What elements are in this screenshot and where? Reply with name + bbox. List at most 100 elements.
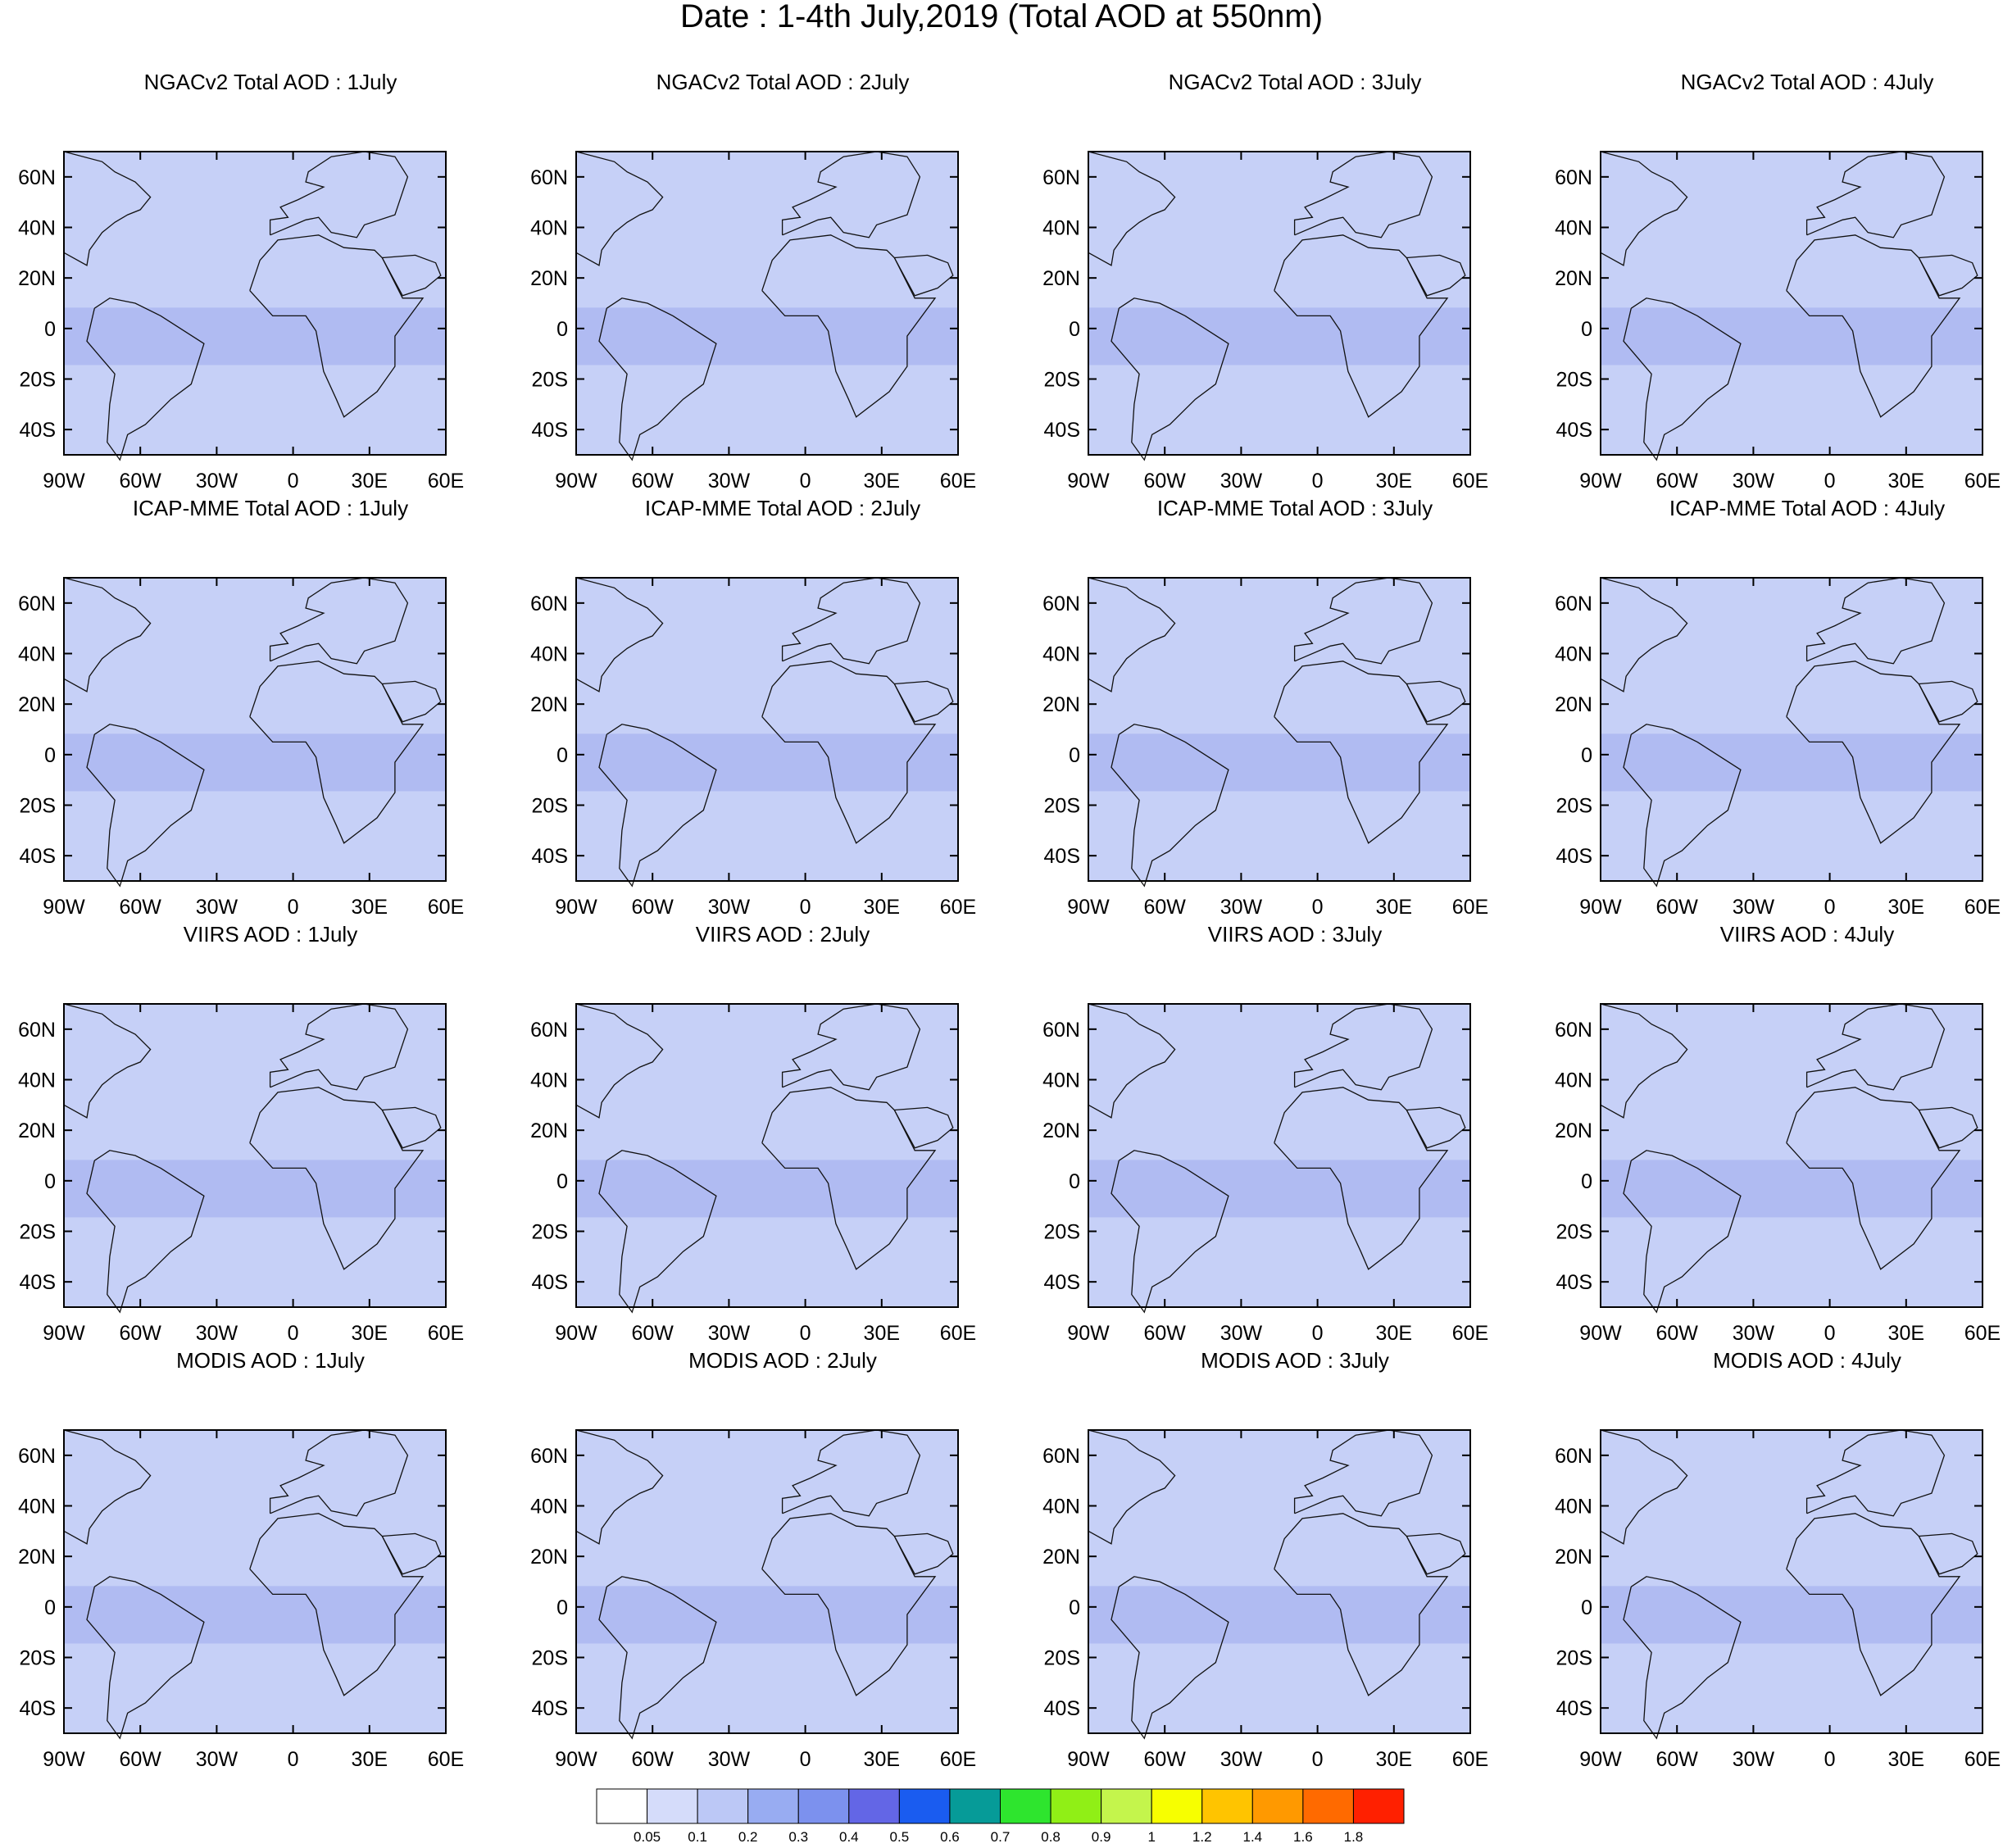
lon-tick-label: 0 (800, 1322, 811, 1345)
lat-tick-label: 20S (532, 1221, 568, 1244)
lat-tick-label: 60N (18, 1019, 56, 1042)
europe-outline (269, 151, 409, 238)
lat-tick-label: 60N (1555, 593, 1592, 615)
lat-tick-label: 40S (1044, 1697, 1080, 1720)
aod-field-background (1601, 578, 1983, 881)
lat-tick-label: 40N (18, 1496, 56, 1519)
lat-tick-label: 0 (1581, 1170, 1592, 1193)
panel-title: MODIS AOD : 2July (688, 1348, 877, 1373)
lon-tick-label: 30E (1376, 1322, 1412, 1345)
lat-tick-label: 40S (20, 419, 56, 442)
lon-tick-label: 60W (1656, 470, 1698, 493)
arabia-outline (1406, 254, 1466, 297)
lat-tick-label: 40S (532, 845, 568, 868)
lat-tick-label: 20S (20, 795, 56, 818)
lon-tick-label: 60E (428, 896, 464, 919)
lon-tick-label: 90W (1067, 1748, 1110, 1771)
lon-tick-label: 60W (631, 896, 674, 919)
lat-tick-label: 0 (44, 1596, 56, 1619)
africa-outline (249, 1087, 425, 1270)
north-america-outline (575, 1429, 664, 1545)
map-panel: VIIRS AOD : 1July 90W 60W 30W 0 30E 60E 60N 40N 2… (18, 922, 516, 1345)
lon-tick-label: 60E (940, 470, 976, 493)
north-america-outline (63, 151, 152, 266)
lon-tick-label: 60W (1143, 896, 1186, 919)
coastlines (63, 577, 442, 888)
map-panel: NGACv2 Total AOD : 1July 90W 60W 30W 0 30E 60E… (18, 70, 516, 493)
north-america-outline (575, 1003, 664, 1119)
aod-field-background (64, 1004, 446, 1307)
coastlines (1600, 1003, 1978, 1314)
lat-tick-label: 20N (530, 693, 568, 716)
lat-tick-label: 0 (556, 1596, 568, 1619)
lon-tick-label: 60W (1656, 1322, 1698, 1345)
lon-tick-label: 90W (1579, 1748, 1622, 1771)
lon-tick-label: 0 (288, 470, 299, 493)
south-america-outline (1623, 297, 1742, 461)
south-america-outline (86, 1150, 205, 1314)
lon-tick-label: 30E (352, 1748, 388, 1771)
lon-tick-label: 30W (196, 896, 238, 919)
north-america-outline (575, 151, 664, 266)
lat-tick-label: 60N (18, 1445, 56, 1468)
lon-tick-label: 60W (1656, 896, 1698, 919)
panel-title: VIIRS AOD : 1July (183, 922, 358, 947)
panel-title: ICAP-MME Total AOD : 1July (132, 496, 409, 520)
arabia-outline (1918, 1532, 1978, 1575)
africa-outline (1786, 234, 1961, 418)
lon-tick-label: 30E (864, 896, 900, 919)
north-america-outline (1088, 577, 1176, 692)
south-america-outline (598, 1576, 717, 1740)
arabia-outline (893, 680, 954, 723)
aod-field-background (576, 1430, 958, 1733)
lat-tick-label: 60N (1555, 1445, 1592, 1468)
aod-field-background (1601, 1430, 1983, 1733)
map-plot: 90W 60W 30W 0 30E 60E 60N 40N 20N 0 20S 40S (1555, 1003, 2001, 1345)
panel-title: VIIRS AOD : 2July (695, 922, 870, 947)
africa-outline (761, 1087, 937, 1270)
coastlines (1600, 1429, 1978, 1740)
arabia-outline (1406, 1532, 1466, 1575)
lat-tick-label: 40S (20, 1697, 56, 1720)
lon-tick-label: 90W (1579, 896, 1622, 919)
europe-outline (1805, 1003, 1946, 1091)
aod-field-background (1088, 578, 1470, 881)
lon-tick-label: 30W (196, 470, 238, 493)
aod-field-background (1088, 1004, 1470, 1307)
panel-title: MODIS AOD : 1July (176, 1348, 365, 1373)
lon-tick-label: 30E (352, 896, 388, 919)
arabia-outline (893, 254, 954, 297)
map-plot: 90W 60W 30W 0 30E 60E 60N 40N 20N 0 20S 40S (1042, 577, 1488, 919)
lat-tick-label: 40S (1556, 1271, 1592, 1294)
africa-outline (761, 234, 937, 418)
map-plot: 90W 60W 30W 0 30E 60E 60N 40N 20N 0 20S 40S (530, 1003, 976, 1345)
lat-tick-label: 40N (18, 643, 56, 666)
arabia-outline (381, 1532, 442, 1575)
lat-tick-label: 40S (1556, 1697, 1592, 1720)
lat-tick-label: 40N (1555, 217, 1592, 240)
lon-tick-label: 60E (940, 896, 976, 919)
plot-frame (575, 151, 959, 456)
lon-tick-label: 90W (555, 1748, 597, 1771)
arabia-outline (1406, 1106, 1466, 1149)
arabia-outline (1918, 680, 1978, 723)
lon-tick-label: 30W (1220, 470, 1263, 493)
lat-tick-label: 20N (1555, 267, 1592, 290)
lat-tick-label: 40S (532, 1697, 568, 1720)
map-panel: MODIS AOD : 4July 90W 60W 30W 0 30E 60E 60N 40N 2… (1555, 1348, 2003, 1771)
lat-tick-label: 40S (1556, 419, 1592, 442)
arabia-outline (1918, 254, 1978, 297)
lon-tick-label: 90W (43, 1322, 85, 1345)
panel-title: ICAP-MME Total AOD : 4July (1669, 496, 1946, 520)
lon-tick-label: 60E (1452, 470, 1488, 493)
europe-outline (269, 1429, 409, 1517)
south-america-outline (598, 1150, 717, 1314)
lat-tick-label: 20N (1042, 693, 1080, 716)
aod-band (1088, 1586, 1470, 1644)
aod-band (1601, 1160, 1983, 1218)
lat-tick-label: 20S (1044, 1221, 1080, 1244)
lat-tick-label: 20S (1556, 1647, 1592, 1670)
aod-band (1601, 307, 1983, 366)
lat-tick-label: 0 (1069, 1170, 1080, 1193)
arabia-outline (381, 1106, 442, 1149)
